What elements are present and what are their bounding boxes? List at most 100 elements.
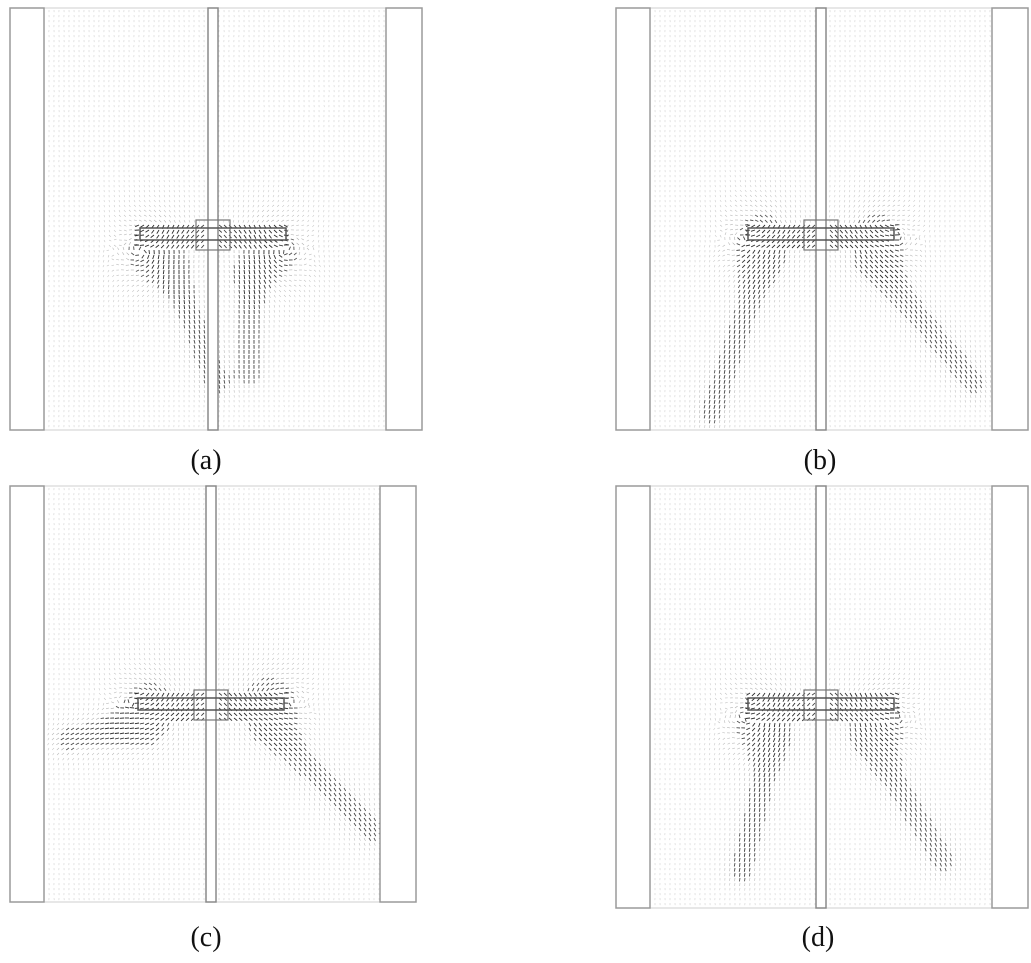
velocity-vector — [132, 304, 135, 308]
velocity-vector — [237, 214, 240, 218]
velocity-vector — [252, 219, 255, 223]
velocity-vector — [151, 269, 155, 274]
velocity-vector — [153, 214, 157, 218]
velocity-vector — [293, 304, 296, 308]
velocity-vector — [322, 229, 325, 233]
velocity-vector — [116, 263, 120, 266]
velocity-vector — [150, 244, 155, 248]
velocity-vector — [273, 269, 278, 273]
velocity-vector — [303, 274, 307, 277]
velocity-vector — [168, 219, 172, 223]
velocity-vector — [318, 279, 320, 283]
velocity-vector — [307, 214, 310, 218]
velocity-vector — [171, 244, 175, 249]
velocity-vector — [183, 294, 185, 300]
velocity-vector — [317, 209, 320, 213]
velocity-vector — [200, 229, 205, 234]
velocity-vector — [233, 229, 238, 234]
velocity-vector — [136, 289, 140, 293]
velocity-vector — [242, 199, 245, 203]
velocity-vector — [301, 219, 305, 222]
velocity-vector — [271, 204, 275, 207]
velocity-vector — [238, 189, 240, 193]
velocity-vector — [283, 253, 288, 256]
velocity-vector — [148, 249, 150, 255]
velocity-vector — [273, 279, 277, 283]
velocity-vector — [243, 284, 246, 290]
velocity-vector — [303, 284, 306, 287]
velocity-vector — [292, 189, 295, 193]
velocity-vector — [293, 279, 297, 281]
velocity-vector — [243, 294, 246, 299]
velocity-vector — [128, 224, 132, 226]
velocity-vector — [278, 279, 282, 283]
velocity-vector — [118, 304, 120, 308]
velocity-vector — [203, 309, 205, 314]
velocity-vector — [188, 354, 190, 358]
velocity-vector — [193, 339, 196, 344]
velocity-vector — [151, 229, 155, 234]
velocity-vector — [268, 314, 270, 318]
velocity-vector — [292, 204, 295, 208]
velocity-vector — [263, 234, 267, 239]
velocity-vector — [248, 244, 252, 249]
velocity-vector — [203, 374, 206, 379]
velocity-vector — [133, 214, 137, 217]
velocity-vector — [157, 274, 160, 280]
velocity-vector — [248, 289, 251, 295]
velocity-vector — [198, 324, 201, 329]
velocity-vector — [276, 214, 280, 217]
velocity-vector — [145, 229, 150, 233]
velocity-vector — [253, 254, 255, 260]
velocity-vector — [276, 219, 280, 223]
velocity-vector — [148, 219, 152, 222]
velocity-vector — [263, 284, 266, 289]
velocity-vector — [133, 314, 135, 318]
velocity-vector — [291, 209, 295, 212]
velocity-vector — [278, 224, 283, 228]
velocity-vector — [117, 299, 120, 303]
velocity-vector — [306, 247, 310, 251]
velocity-vector — [293, 289, 297, 292]
velocity-vector — [163, 304, 165, 308]
velocity-vector — [173, 199, 176, 203]
velocity-vector — [218, 339, 220, 343]
velocity-vector — [218, 359, 221, 364]
velocity-vector — [288, 304, 291, 308]
velocity-vector — [113, 199, 115, 203]
velocity-vector — [183, 334, 185, 339]
velocity-vector — [147, 304, 150, 308]
velocity-vector — [143, 204, 146, 208]
velocity-vector — [263, 299, 266, 304]
velocity-vector — [293, 294, 296, 298]
velocity-vector — [288, 279, 292, 282]
velocity-vector — [112, 279, 115, 283]
velocity-vector — [298, 299, 301, 303]
velocity-vector — [152, 299, 155, 303]
velocity-vector — [123, 304, 125, 308]
velocity-vector — [157, 259, 160, 265]
velocity-vector — [166, 244, 170, 249]
velocity-vector — [126, 279, 130, 282]
velocity-vector — [223, 359, 225, 364]
velocity-vector — [118, 194, 120, 198]
velocity-vector — [218, 234, 223, 238]
velocity-vector — [263, 314, 265, 319]
velocity-vector — [128, 304, 130, 308]
velocity-vector — [238, 274, 241, 279]
velocity-vector — [243, 269, 246, 275]
velocity-vector — [253, 289, 256, 295]
velocity-vector — [313, 289, 316, 293]
velocity-vector — [117, 294, 120, 298]
velocity-vector — [198, 349, 201, 354]
velocity-vector — [145, 234, 150, 238]
velocity-vector — [188, 349, 190, 354]
velocity-vector — [146, 259, 150, 264]
velocity-vector — [268, 269, 272, 274]
velocity-vector — [112, 284, 115, 288]
velocity-vector — [268, 274, 272, 279]
velocity-vector — [200, 234, 205, 238]
velocity-vector — [278, 269, 283, 273]
velocity-vector — [141, 254, 145, 259]
velocity-vector — [238, 229, 242, 234]
